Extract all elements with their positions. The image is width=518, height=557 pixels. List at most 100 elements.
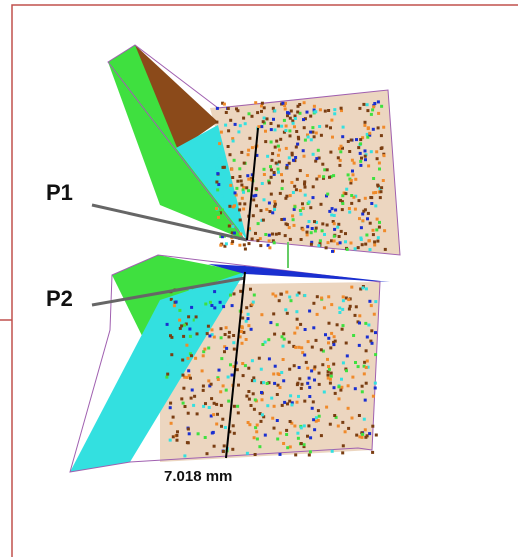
point	[273, 171, 276, 174]
point	[344, 232, 347, 235]
point	[241, 325, 244, 328]
point	[292, 218, 295, 221]
point	[378, 162, 381, 165]
point	[348, 308, 351, 311]
point	[300, 442, 303, 445]
point	[321, 163, 324, 166]
point	[297, 395, 300, 398]
point	[293, 185, 296, 188]
point	[327, 365, 330, 368]
point	[372, 128, 375, 131]
point	[207, 325, 210, 328]
point	[359, 142, 362, 145]
point	[240, 180, 243, 183]
point	[285, 125, 288, 128]
point	[321, 229, 324, 232]
point	[254, 101, 257, 104]
point	[358, 107, 361, 110]
point	[246, 452, 249, 455]
point	[333, 108, 336, 111]
point	[354, 208, 357, 211]
point	[241, 197, 244, 200]
point	[328, 368, 331, 371]
point	[266, 404, 269, 407]
point	[248, 112, 251, 115]
point	[241, 342, 244, 345]
point	[261, 343, 264, 346]
point	[288, 296, 291, 299]
point	[321, 363, 324, 366]
point	[276, 323, 279, 326]
point	[184, 405, 187, 408]
point	[294, 117, 297, 120]
point	[340, 230, 343, 233]
point	[310, 231, 313, 234]
point	[263, 173, 266, 176]
point	[372, 177, 375, 180]
point	[233, 405, 236, 408]
point	[213, 306, 216, 309]
point	[211, 328, 214, 331]
point	[268, 239, 271, 242]
point	[207, 379, 210, 382]
point	[176, 430, 179, 433]
point	[310, 369, 313, 372]
point	[288, 129, 291, 132]
point	[255, 430, 258, 433]
point	[282, 379, 285, 382]
point	[374, 300, 377, 303]
point	[313, 105, 316, 108]
point	[285, 291, 288, 294]
point	[368, 132, 371, 135]
point	[340, 145, 343, 148]
point	[311, 346, 314, 349]
point	[359, 237, 362, 240]
point	[250, 328, 253, 331]
point	[272, 373, 275, 376]
point	[280, 173, 283, 176]
point	[176, 314, 179, 317]
point	[229, 184, 232, 187]
point	[236, 180, 239, 183]
point	[359, 160, 362, 163]
point	[224, 426, 227, 429]
point	[328, 210, 331, 213]
point	[236, 405, 239, 408]
point	[197, 432, 200, 435]
point	[341, 451, 344, 454]
point	[268, 202, 271, 205]
point	[320, 297, 323, 300]
point	[357, 246, 360, 249]
point	[286, 223, 289, 226]
point	[220, 357, 223, 360]
point	[350, 202, 353, 205]
point	[315, 157, 318, 160]
point	[202, 354, 205, 357]
point	[182, 374, 185, 377]
point	[306, 367, 309, 370]
point	[221, 195, 224, 198]
point	[367, 127, 370, 130]
point	[252, 376, 255, 379]
point	[363, 124, 366, 127]
point	[247, 178, 250, 181]
point	[284, 234, 287, 237]
point	[330, 119, 333, 122]
point	[374, 387, 377, 390]
point	[266, 382, 269, 385]
point	[373, 244, 376, 247]
point	[227, 376, 230, 379]
point	[187, 441, 190, 444]
point	[239, 124, 242, 127]
point	[237, 411, 240, 414]
point	[370, 329, 373, 332]
point	[323, 391, 326, 394]
point	[257, 222, 260, 225]
point	[358, 322, 361, 325]
point	[379, 196, 382, 199]
point	[233, 292, 236, 295]
point	[274, 203, 277, 206]
point	[342, 444, 345, 447]
point	[242, 117, 245, 120]
point	[260, 209, 263, 212]
